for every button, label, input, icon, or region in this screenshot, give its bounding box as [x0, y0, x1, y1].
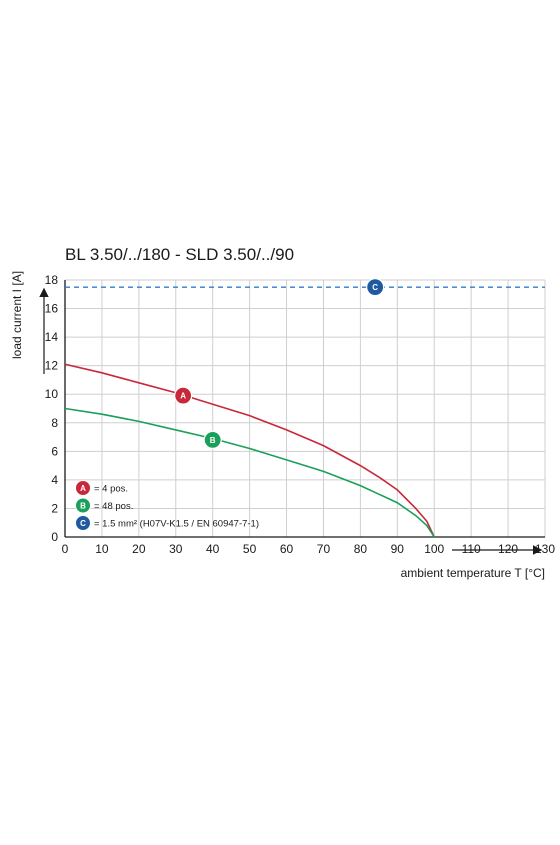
- marker-circle: [174, 386, 193, 405]
- y-tick-label: 2: [51, 501, 58, 515]
- legend-badge: [75, 515, 91, 531]
- marker-badge-b: B: [203, 430, 222, 450]
- marker-label: B: [210, 436, 216, 445]
- legend-badge-label: A: [80, 484, 86, 493]
- y-tick-label: 4: [51, 473, 58, 487]
- y-axis-label: load current I [A]: [10, 271, 24, 359]
- x-tick-label: 40: [206, 542, 220, 556]
- x-tick-label: 110: [462, 542, 481, 556]
- marker-label: C: [372, 283, 378, 292]
- legend-text: = 1.5 mm² (H07V-K1.5 / EN 60947-7-1): [94, 519, 259, 530]
- marker-label: A: [180, 392, 186, 401]
- x-tick-label: 120: [498, 542, 518, 556]
- legend-entry-c: C = 1.5 mm² (H07V-K1.5 / EN 60947-7-1): [75, 515, 259, 531]
- legend-text: = 4 pos.: [94, 484, 128, 495]
- y-tick-label: 16: [45, 302, 59, 316]
- y-tick-label: 10: [45, 387, 59, 401]
- y-tick-label: 18: [45, 273, 59, 287]
- legend-entry-b: B = 48 pos.: [75, 497, 133, 514]
- legend-entry-a: A = 4 pos.: [75, 480, 128, 496]
- x-tick-label: 0: [62, 542, 69, 556]
- series-line-b: [64, 407, 435, 538]
- marker-badge-c: C: [366, 278, 385, 297]
- x-tick-label: 100: [424, 542, 444, 556]
- legend-badge: [75, 497, 91, 514]
- x-tick-label: 80: [354, 542, 368, 556]
- legend-badge: [75, 480, 91, 496]
- legend-badge-label: B: [80, 502, 86, 511]
- y-tick-label: 6: [51, 444, 58, 458]
- x-tick-label: 20: [132, 542, 146, 556]
- x-tick-label: 10: [95, 542, 109, 556]
- y-tick-label: 8: [51, 416, 58, 430]
- x-tick-label: 70: [317, 542, 331, 556]
- x-axis-label: ambient temperature T [°C]: [401, 566, 545, 580]
- chart-title: BL 3.50/../180 - SLD 3.50/../90: [65, 245, 294, 264]
- marker-circle: [366, 278, 385, 297]
- legend-text: = 48 pos.: [94, 501, 133, 512]
- marker-circle: [203, 430, 222, 450]
- x-tick-label: 130: [535, 542, 555, 556]
- x-tick-label: 60: [280, 542, 294, 556]
- series-line-a: [64, 363, 435, 538]
- y-tick-label: 12: [45, 359, 59, 373]
- x-tick-label: 50: [243, 542, 257, 556]
- y-tick-label: 0: [51, 530, 58, 544]
- y-tick-label: 14: [45, 330, 59, 344]
- x-tick-label: 90: [391, 542, 405, 556]
- legend-badge-label: C: [80, 519, 86, 528]
- marker-badge-a: A: [174, 386, 193, 405]
- x-tick-label: 30: [169, 542, 183, 556]
